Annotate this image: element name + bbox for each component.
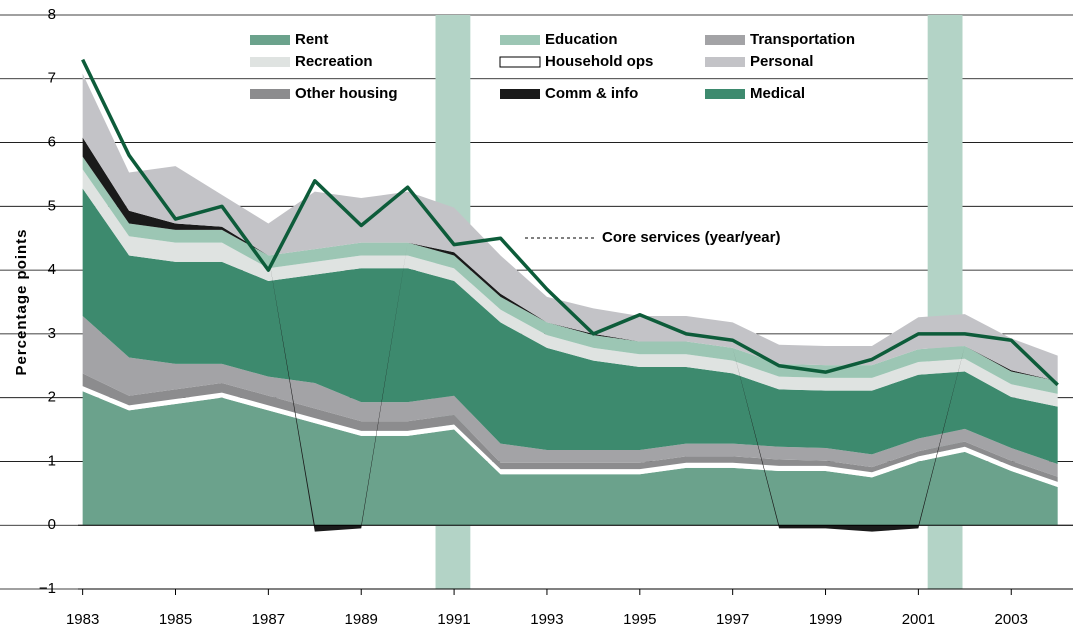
area — [82, 188, 1058, 464]
y-tick-label: 4 — [48, 261, 56, 278]
y-tick-label: 6 — [48, 134, 56, 151]
y-tick-label: −1 — [39, 580, 56, 597]
legend-label: Recreation — [295, 53, 373, 70]
legend-label: Comm & info — [545, 85, 638, 102]
area — [82, 316, 1058, 477]
y-tick-label: 0 — [48, 516, 56, 533]
legend-label: Household ops — [545, 53, 653, 70]
x-tick-label: 1999 — [809, 611, 842, 628]
legend-swatch — [500, 35, 540, 45]
legend-swatch — [250, 57, 290, 67]
y-tick-label: 5 — [48, 197, 56, 214]
x-tick-label: 2001 — [902, 611, 935, 628]
y-tick-label: 1 — [48, 452, 56, 469]
area — [82, 73, 1058, 382]
y-tick-label: 3 — [48, 325, 56, 342]
y-tick-label: 7 — [48, 70, 56, 87]
x-tick-label: 1983 — [66, 611, 99, 628]
x-tick-label: 1991 — [437, 611, 470, 628]
x-tick-label: 1993 — [530, 611, 563, 628]
x-tick-label: 1987 — [252, 611, 285, 628]
x-tick-label: 2003 — [995, 611, 1028, 628]
y-axis-label: Percentage points — [13, 228, 30, 375]
x-tick-label: 1997 — [716, 611, 749, 628]
legend-label: Personal — [750, 53, 813, 70]
x-tick-label: 1985 — [159, 611, 192, 628]
area — [82, 391, 1058, 526]
annotation: Core services (year/year) — [602, 229, 780, 246]
legend-swatch — [705, 57, 745, 67]
x-tick-label: 1989 — [345, 611, 378, 628]
legend-swatch — [250, 35, 290, 45]
legend-swatch — [499, 56, 541, 68]
legend-swatch — [705, 89, 745, 99]
legend-swatch — [250, 89, 290, 99]
legend-label: Rent — [295, 31, 328, 48]
legend-swatch — [705, 35, 745, 45]
legend-label: Education — [545, 31, 618, 48]
x-tick-label: 1995 — [623, 611, 656, 628]
legend-label: Other housing — [295, 85, 398, 102]
legend-swatch — [500, 89, 540, 99]
legend-label: Transportation — [750, 31, 855, 48]
legend-label: Medical — [750, 85, 805, 102]
y-tick-label: 8 — [48, 6, 56, 23]
core-line — [81, 58, 1059, 387]
y-tick-label: 2 — [48, 389, 56, 406]
